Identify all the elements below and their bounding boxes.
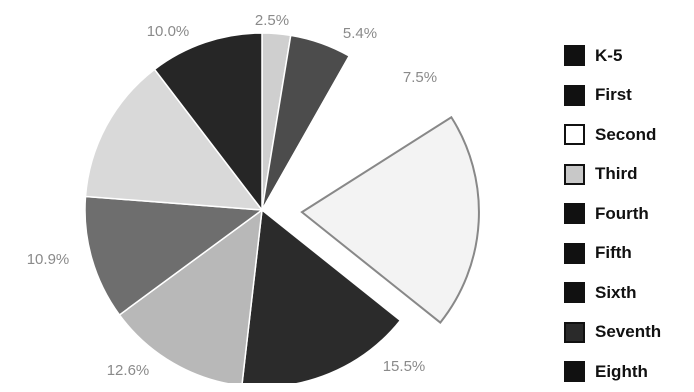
legend-item: First	[564, 76, 692, 116]
legend-swatch	[564, 84, 585, 106]
slice-label-1: 5.4%	[343, 25, 377, 42]
legend: K-5 First Second Third Fourth Fifth Sixth Seven…	[564, 36, 692, 392]
legend-label: Fifth	[595, 243, 632, 263]
slice-label-6: 10.9%	[27, 251, 70, 268]
slice-label-0: 2.5%	[255, 12, 289, 29]
legend-label: Third	[595, 164, 638, 184]
pie-slice-5	[118, 208, 263, 383]
legend-swatch	[564, 361, 585, 383]
legend-item: Third	[564, 155, 692, 195]
pie-slice-3	[300, 115, 480, 324]
legend-swatch	[564, 203, 585, 225]
legend-item: Fourth	[564, 194, 692, 234]
pie-slice-6	[84, 195, 265, 316]
legend-item: Second	[564, 115, 692, 155]
legend-item: Seventh	[564, 313, 692, 353]
pie-slices	[84, 32, 480, 383]
legend-swatch	[564, 282, 585, 304]
pie-slice-4	[241, 208, 402, 383]
slice-label-5: 12.6%	[107, 362, 150, 379]
pie-slice-8	[153, 32, 263, 213]
legend-swatch	[564, 124, 585, 146]
legend-swatch	[564, 163, 585, 185]
pie-slice-2	[261, 54, 413, 211]
legend-label: First	[595, 85, 632, 105]
pie-slice-7	[84, 68, 264, 211]
legend-swatch	[564, 321, 585, 343]
slice-label-8: 10.0%	[147, 23, 190, 40]
pie-chart-svg: 2.5% 5.4% 7.5% 15.5% 12.6% 10.9% 10.0%	[27, 12, 480, 383]
legend-label: Second	[595, 124, 657, 144]
legend-swatch	[564, 242, 585, 264]
pie-slice-labels: 2.5% 5.4% 7.5% 15.5% 12.6% 10.9% 10.0%	[27, 12, 437, 379]
legend-swatch	[564, 45, 585, 67]
legend-label: Seventh	[595, 322, 662, 342]
legend-item: Sixth	[564, 273, 692, 313]
pie-chart: 2.5% 5.4% 7.5% 15.5% 12.6% 10.9% 10.0% K-5 Firs…	[27, 12, 661, 383]
slice-label-2: 7.5%	[403, 69, 437, 86]
legend-label: Fourth	[595, 203, 649, 223]
legend-label: Sixth	[595, 282, 637, 302]
legend-item: Fifth	[564, 234, 692, 274]
legend-label: K-5	[595, 45, 623, 65]
legend-label: Eighth	[595, 361, 648, 381]
legend-item: Eighth	[564, 352, 692, 392]
legend-item: K-5	[564, 36, 692, 76]
slice-label-4: 15.5%	[383, 358, 426, 375]
